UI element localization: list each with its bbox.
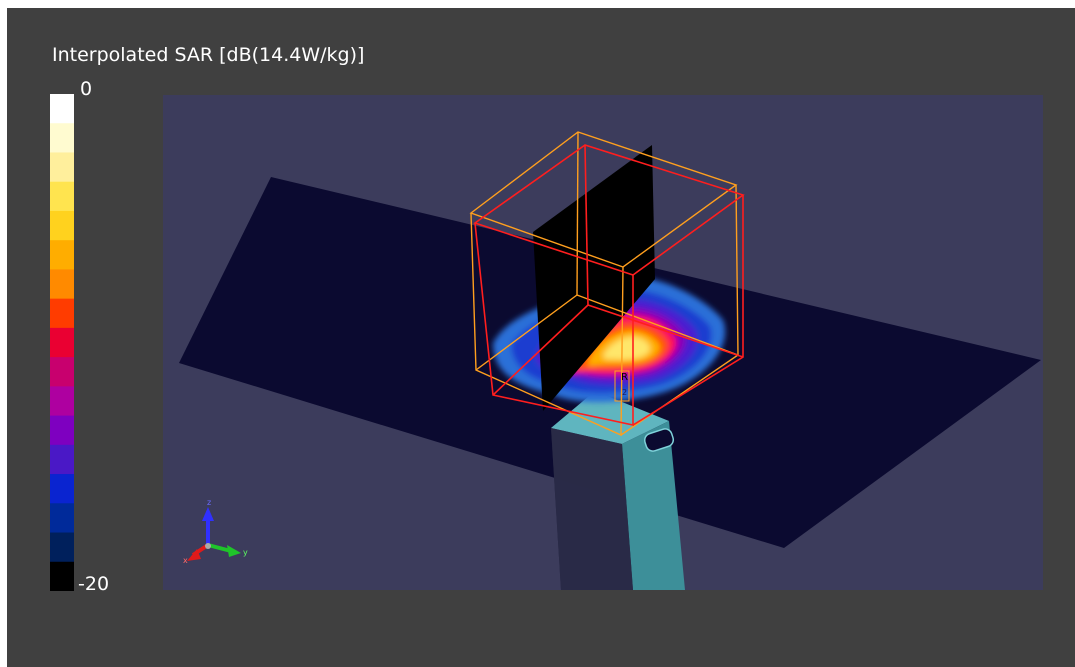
- colorbar-band: [50, 386, 74, 417]
- colorbar-band: [50, 123, 74, 154]
- colorbar-band: [50, 357, 74, 387]
- colorbar-band: [50, 181, 74, 212]
- outer-volume-box: [473, 144, 745, 426]
- colorbar-gradient: [50, 94, 74, 591]
- colorbar-band: [50, 474, 74, 504]
- probe-marker: R 2: [614, 370, 630, 402]
- colorbar-band: [50, 269, 74, 300]
- colorbar-title: Interpolated SAR [dB(14.4W/kg)]: [52, 44, 365, 66]
- orientation-triad[interactable]: z y x: [183, 498, 248, 565]
- y-axis-shaft: [207, 543, 232, 553]
- colorbar-band: [50, 503, 74, 534]
- x-axis-label: x: [183, 556, 188, 565]
- x-axis-arrow: [187, 549, 201, 561]
- device-port: [643, 428, 675, 452]
- scene-canvas[interactable]: R 2 z y x: [163, 95, 1043, 590]
- colorbar-band: [50, 327, 74, 358]
- colorbar-band: [50, 444, 74, 475]
- colorbar-band: [50, 152, 74, 183]
- cut-plane: [533, 145, 655, 411]
- colorbar-band: [50, 298, 74, 329]
- colorbar-band: [50, 94, 74, 124]
- colorbar-band: [50, 240, 74, 271]
- colorbar-band: [50, 415, 74, 446]
- 3d-viewport[interactable]: R 2 z y x: [163, 95, 1043, 590]
- colorbar-band: [50, 210, 74, 241]
- colorbar-max-label: 0: [80, 78, 93, 100]
- colorbar-band: [50, 561, 74, 591]
- probe-label-top: R: [621, 372, 628, 383]
- device-stand-side: [551, 428, 633, 590]
- z-axis-arrow: [202, 507, 214, 521]
- y-axis-arrow: [227, 545, 241, 557]
- colorbar: [50, 94, 74, 591]
- y-axis-label: y: [243, 548, 248, 557]
- colorbar-band: [50, 532, 74, 563]
- device-stand-top: [551, 391, 669, 444]
- device-stand-front: [622, 421, 685, 590]
- z-axis-label: z: [207, 498, 211, 507]
- triad-origin: [205, 543, 211, 549]
- probe-label-bottom: 2: [622, 388, 627, 397]
- colorbar-min-label: -20: [78, 573, 110, 595]
